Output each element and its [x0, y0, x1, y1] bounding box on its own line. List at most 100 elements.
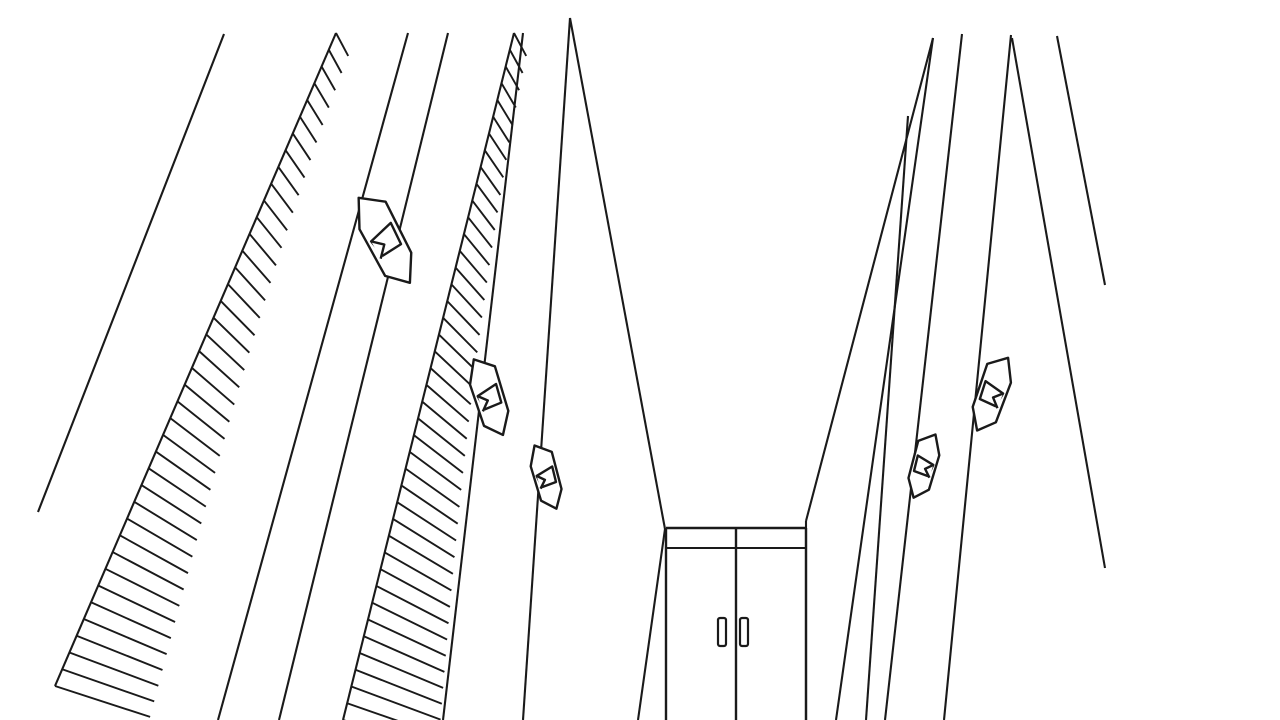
car-right-near: [907, 433, 941, 499]
hatch-tick: [97, 584, 176, 623]
lane-edge-1: [216, 32, 410, 720]
hatch-band-2: [343, 32, 528, 720]
hatch-tick: [205, 333, 245, 371]
hatch-tick: [155, 450, 211, 491]
hatch-tick: [277, 166, 300, 196]
right-parked-cars: [907, 356, 1013, 499]
hatch-tick: [355, 668, 443, 705]
hatch-tick: [409, 451, 462, 491]
building-left-roofline: [568, 17, 667, 530]
hatch-tick: [450, 283, 483, 319]
hatch-tick: [488, 133, 508, 161]
hatch-band-1: [54, 32, 350, 718]
left-side-group: [37, 17, 667, 720]
hatch-tick: [140, 484, 202, 525]
hatch-tick: [227, 283, 261, 319]
hatch-tick: [313, 82, 330, 109]
hatch-tick: [320, 66, 336, 91]
hatch-tick: [429, 367, 472, 406]
lane-edge-r2: [883, 33, 964, 720]
hatch-tick: [384, 551, 452, 592]
hatch-tick: [380, 568, 451, 608]
hatch-tick: [513, 32, 528, 57]
hatch-tick: [417, 417, 466, 457]
hatch-tick: [392, 518, 455, 559]
right-side-group: [804, 33, 1107, 720]
hatch-tick: [270, 183, 294, 214]
hatch-tick: [220, 300, 256, 336]
hatch-tick: [61, 668, 155, 703]
hatch-tick: [508, 49, 524, 74]
hatch-tick: [492, 116, 511, 143]
hatch-tick: [327, 49, 343, 74]
hatch-tick: [425, 384, 470, 423]
left-parked-cars: [357, 196, 563, 510]
hatch-tick: [212, 316, 251, 354]
entrance-doors[interactable]: [664, 526, 808, 720]
car-windscreen-line: [477, 395, 489, 412]
car-windscreen-line: [991, 392, 1004, 409]
hatch-tick: [335, 32, 350, 57]
hatch-tick: [438, 333, 476, 371]
lane-edge-2: [277, 32, 450, 720]
hatch-band-1-baseline: [54, 32, 337, 687]
car-left-far: [357, 196, 413, 284]
lane-edge-r3: [942, 34, 1013, 720]
hatch-tick: [263, 199, 288, 231]
hatch-tick: [133, 501, 198, 541]
hatch-tick: [467, 216, 493, 249]
hatch-tick: [475, 183, 499, 214]
hatch-tick: [454, 266, 486, 301]
door-handle-right[interactable]: [738, 616, 750, 648]
hatch-tick: [421, 400, 468, 440]
hatch-tick: [388, 534, 454, 575]
hatch-tick: [119, 534, 189, 574]
hatch-tick: [500, 82, 517, 109]
hatch-tick: [69, 651, 159, 687]
hatch-band-2-baseline: [341, 32, 516, 720]
hatch-tick: [184, 383, 230, 423]
car-windscreen-line: [370, 240, 386, 259]
hatch-tick: [442, 317, 478, 354]
hatch-tick: [479, 166, 502, 196]
hatch-tick: [396, 501, 457, 542]
hatch-tick: [148, 467, 207, 508]
hatch-tick: [413, 434, 464, 474]
kerb-edge-inner: [521, 17, 572, 720]
left-hatch-bands: [54, 32, 528, 720]
hatch-tick: [471, 199, 496, 231]
hatch-tick: [241, 250, 272, 284]
door-handle-left[interactable]: [716, 616, 728, 648]
hatch-tick: [446, 300, 481, 336]
hatch-tick: [198, 350, 240, 389]
kerb-edge-inner-right: [834, 37, 935, 720]
hatch-tick: [105, 567, 180, 607]
lane-edge-r1: [864, 115, 910, 720]
hatch-tick: [484, 149, 505, 178]
hatch-tick: [112, 551, 185, 591]
hatch-tick: [191, 367, 235, 406]
hatch-tick: [162, 434, 216, 474]
building-left-wall: [636, 528, 667, 720]
building-right-roofline: [804, 37, 935, 522]
lane-edge-r4: [1010, 37, 1107, 569]
hatch-tick: [363, 635, 445, 673]
hatch-tick: [504, 66, 520, 91]
car-right-far: [971, 356, 1013, 432]
car-windscreen-line: [536, 474, 547, 490]
hatch-tick: [54, 685, 151, 718]
hatch-tick: [351, 685, 441, 720]
hatch-tick: [346, 702, 399, 720]
hatch-tick: [126, 517, 193, 558]
hatch-tick: [76, 634, 163, 671]
hatch-tick: [299, 116, 318, 144]
hatch-tick: [459, 250, 488, 284]
hatch-tick: [400, 484, 459, 525]
car-windscreen-line: [923, 463, 934, 479]
hatch-tick: [169, 417, 221, 457]
car-left-mid: [468, 358, 510, 437]
hatch-tick: [83, 618, 168, 655]
hatch-tick: [284, 149, 306, 179]
